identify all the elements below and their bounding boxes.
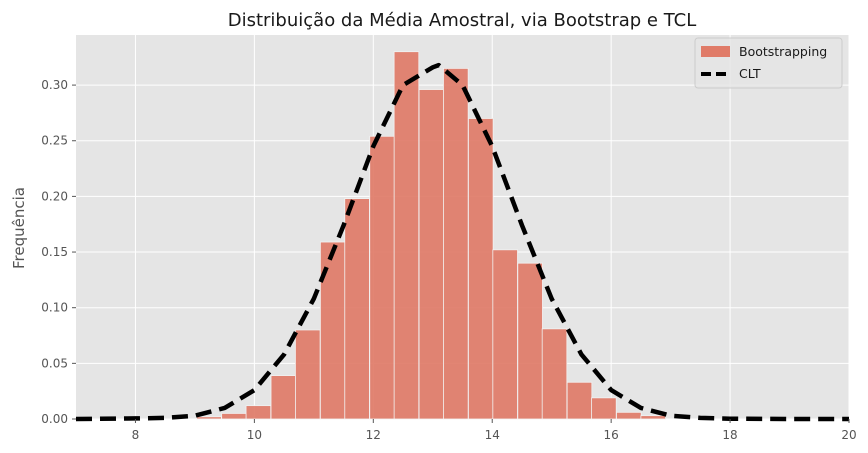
histogram-bar bbox=[591, 397, 617, 420]
legend-label-clt: CLT bbox=[739, 66, 761, 81]
histogram-bars bbox=[196, 51, 666, 420]
histogram-bar bbox=[616, 411, 642, 420]
histogram-bar bbox=[270, 375, 297, 420]
histogram-bar bbox=[344, 198, 370, 420]
y-tick-label: 0.20 bbox=[41, 189, 68, 203]
x-tick-label: 18 bbox=[722, 428, 737, 442]
y-tick-label: 0.00 bbox=[41, 412, 68, 426]
y-axis: 0.00 0.05 0.10 0.15 0.20 0.25 0.30 bbox=[41, 78, 76, 426]
x-tick-label: 8 bbox=[132, 428, 140, 442]
histogram-bar bbox=[566, 381, 593, 420]
legend-box bbox=[694, 37, 843, 89]
histogram-bar bbox=[541, 328, 568, 420]
histogram-bar bbox=[492, 249, 518, 420]
histogram-bar bbox=[295, 329, 321, 420]
y-tick-label: 0.25 bbox=[41, 134, 68, 148]
x-axis: 8 10 12 14 16 18 20 bbox=[132, 419, 857, 442]
x-tick-label: 12 bbox=[366, 428, 381, 442]
y-axis-label: Frequência bbox=[10, 187, 28, 269]
clt-line-path bbox=[75, 62, 849, 422]
legend-swatch-bootstrapping bbox=[701, 46, 730, 57]
y-tick-label: 0.15 bbox=[41, 245, 68, 259]
clt-line bbox=[75, 62, 849, 422]
chart-title: Distribuição da Média Amostral, via Boot… bbox=[228, 10, 697, 31]
x-tick-label: 20 bbox=[841, 428, 856, 442]
y-tick-label: 0.05 bbox=[41, 356, 68, 370]
y-tick-label: 0.30 bbox=[41, 78, 68, 92]
histogram-bar bbox=[221, 413, 247, 420]
histogram-bar bbox=[517, 262, 543, 420]
histogram-bar bbox=[393, 51, 420, 420]
histogram-bar bbox=[196, 416, 222, 420]
x-tick-label: 14 bbox=[485, 428, 500, 442]
y-tick-label: 0.10 bbox=[41, 301, 68, 315]
histogram-bar bbox=[640, 415, 666, 420]
legend: Bootstrapping CLT bbox=[694, 37, 843, 89]
histogram-bar bbox=[443, 67, 469, 420]
x-tick-label: 16 bbox=[604, 428, 619, 442]
x-tick-label: 10 bbox=[247, 428, 262, 442]
histogram-bar bbox=[369, 135, 395, 420]
histogram-bar bbox=[418, 89, 445, 420]
legend-label-bootstrapping: Bootstrapping bbox=[739, 44, 827, 59]
histogram-bar bbox=[245, 405, 272, 420]
histogram-bar bbox=[468, 118, 494, 420]
